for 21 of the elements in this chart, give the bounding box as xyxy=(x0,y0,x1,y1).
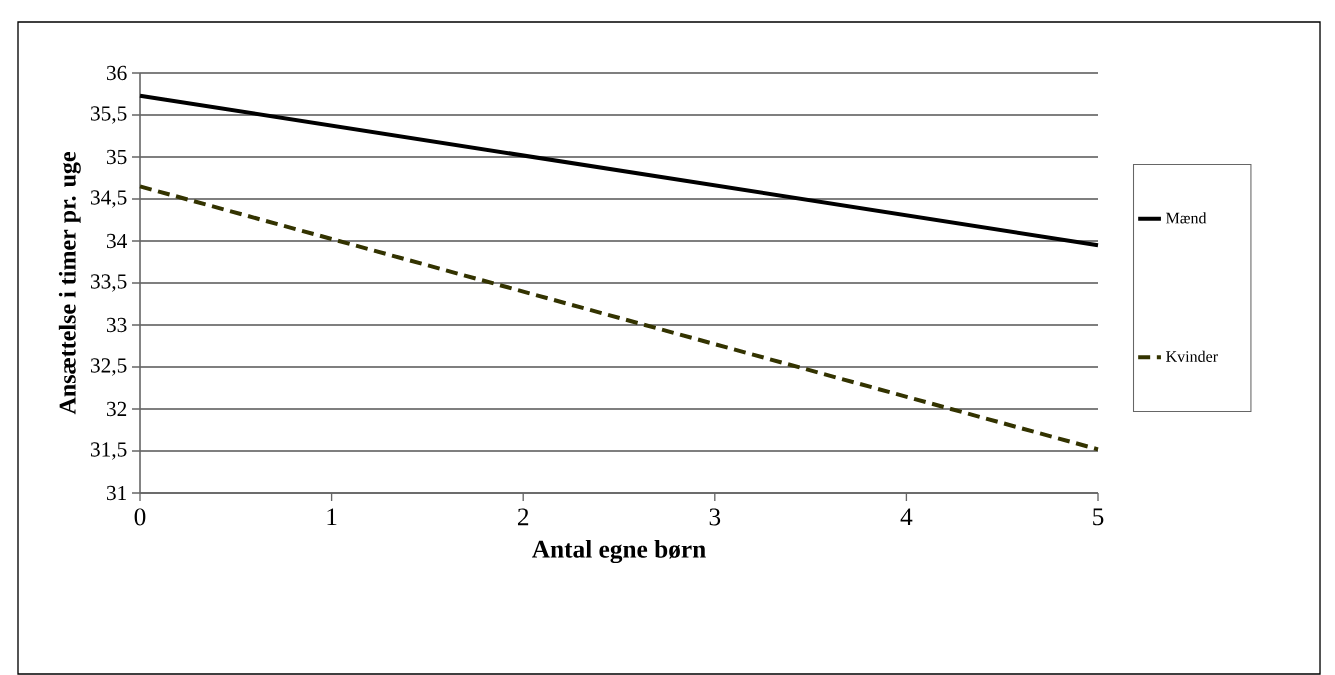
x-tick-label: 4 xyxy=(900,508,913,526)
x-tick-label: 2 xyxy=(517,508,529,526)
x-tick-label: 1 xyxy=(327,508,337,526)
y-tick-label: 32,5 xyxy=(90,358,127,376)
x-tick-label: 5 xyxy=(1093,508,1104,526)
y-tick-label: 32 xyxy=(106,401,127,417)
y-tick-label: 35,5 xyxy=(90,106,127,124)
legend-label: Kvinder xyxy=(1166,350,1218,362)
x-tick-label: 3 xyxy=(709,508,721,526)
y-tick-label: 34 xyxy=(106,233,127,249)
y-tick-label: 34,5 xyxy=(90,190,127,208)
y-tick-label: 31,5 xyxy=(90,442,127,460)
y-axis-title: Ansættelse i timer pr. uge xyxy=(58,152,81,415)
y-tick-label: 36 xyxy=(106,65,127,81)
y-tick-label: 31 xyxy=(106,485,127,501)
x-axis-title: Antal egne børn xyxy=(531,539,706,564)
y-tick-label: 33,5 xyxy=(90,274,127,292)
y-tick-label: 35 xyxy=(106,149,127,165)
legend-label: Mænd xyxy=(1166,212,1207,224)
y-tick-label: 33 xyxy=(106,317,127,333)
x-tick-label: 0 xyxy=(134,508,146,526)
